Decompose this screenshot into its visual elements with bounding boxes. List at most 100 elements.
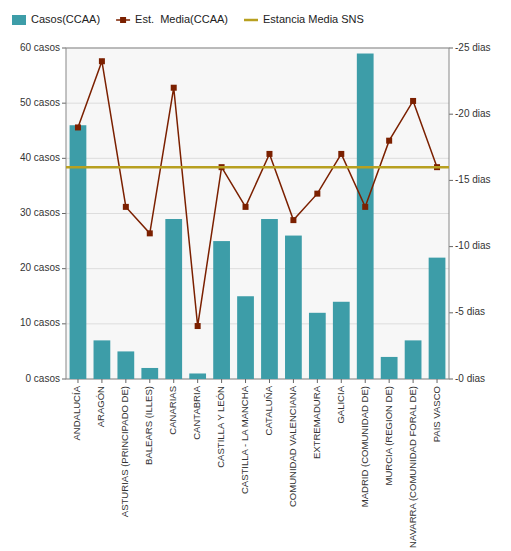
tick-mark [449, 114, 453, 115]
tick-mark [413, 379, 414, 383]
marker [147, 230, 153, 236]
y-tick-label: 30 casos [20, 207, 60, 218]
tick-mark [149, 379, 150, 383]
marks [66, 54, 449, 379]
x-tick-label: BALEARS (ILLES) [143, 386, 154, 465]
y-tick-label: 60 casos [20, 42, 60, 53]
legend-swatch [120, 17, 126, 23]
tick-mark [449, 48, 453, 49]
legend-swatch [12, 15, 26, 25]
bar [213, 241, 230, 379]
y-tick-label: 40 casos [20, 152, 60, 163]
y2-tick-label: -15 dias [455, 174, 491, 185]
bar [117, 351, 134, 379]
legend-item: Estancia Media SNS [244, 13, 364, 25]
tick-mark [101, 379, 102, 383]
marker [386, 138, 392, 144]
bar [189, 373, 206, 379]
marker [362, 204, 368, 210]
y2-tick-label: -0 dias [455, 373, 485, 384]
legend-label: Estancia Media SNS [263, 13, 364, 25]
x-tick-label: EXTREMADURA [311, 385, 322, 459]
y-tick-label: 20 casos [20, 262, 60, 273]
bar [429, 258, 446, 379]
legend-swatch [244, 19, 258, 22]
x-tick-label: CASTILLA - LA MANCHA [239, 385, 250, 494]
marker [338, 151, 344, 157]
tick-mark [389, 379, 390, 383]
tick-mark [62, 379, 66, 380]
axes: 0 casos10 casos20 casos30 casos40 casos5… [20, 42, 491, 548]
x-tick-label: GALICIA [335, 385, 346, 423]
chart: 0 casos10 casos20 casos30 casos40 casos5… [0, 0, 511, 551]
bar [333, 302, 350, 379]
bar [357, 54, 374, 379]
bar [261, 219, 278, 379]
bar [70, 125, 87, 379]
bar [285, 236, 302, 379]
bar [309, 313, 326, 379]
x-tick-label: COMUNIDAD VALENCIANA [287, 385, 298, 507]
x-tick-label: CANTABRIA [191, 385, 202, 439]
tick-mark [62, 323, 66, 324]
tick-mark [269, 379, 270, 383]
legend-label: Est. Media(CCAA) [135, 13, 228, 25]
tick-mark [245, 379, 246, 383]
plot-frame [66, 48, 449, 379]
legend-item: Est. Media(CCAA) [116, 13, 228, 25]
bar [141, 368, 158, 379]
x-tick-label: CATALUÑA [263, 385, 274, 435]
marker [266, 151, 272, 157]
marker [99, 58, 105, 64]
tick-mark [62, 268, 66, 269]
tick-mark [62, 48, 66, 49]
bar [94, 340, 111, 379]
x-tick-label: MURCIA (REGION DE) [383, 386, 394, 486]
grid-line [66, 213, 449, 214]
bar [381, 357, 398, 379]
marker [123, 204, 129, 210]
grid-line [66, 268, 449, 269]
grid-line [66, 323, 449, 324]
tick-mark [365, 379, 366, 383]
marker [410, 98, 416, 104]
grid-line [66, 103, 449, 104]
marker [243, 204, 249, 210]
tick-mark [173, 379, 174, 383]
tick-mark [449, 180, 453, 181]
tick-mark [437, 379, 438, 383]
x-tick-label: CASTILLA Y LEÓN [215, 386, 226, 468]
plot-area [66, 48, 449, 379]
tick-mark [197, 379, 198, 383]
tick-mark [62, 103, 66, 104]
tick-mark [221, 379, 222, 383]
marker [75, 124, 81, 130]
bar [165, 219, 182, 379]
x-tick-label: ARAGÓN [95, 386, 106, 427]
tick-mark [125, 379, 126, 383]
marker [171, 85, 177, 91]
tick-mark [449, 379, 453, 380]
bar [237, 296, 254, 379]
y-tick-label: 10 casos [20, 317, 60, 328]
tick-mark [317, 379, 318, 383]
x-tick-label: CANARIAS [167, 386, 178, 435]
y2-tick-label: -20 dias [455, 108, 491, 119]
x-tick-label: ASTURIAS (PRINCIPADO DE) [119, 386, 130, 517]
legend-label: Casos(CCAA) [31, 13, 100, 25]
x-tick-label: PAIS VASCO [431, 386, 442, 442]
tick-mark [449, 312, 453, 313]
y2-tick-label: -5 dias [455, 306, 485, 317]
legend-item: Casos(CCAA) [12, 13, 100, 25]
tick-mark [341, 379, 342, 383]
marker [290, 217, 296, 223]
reference-line [66, 166, 449, 169]
bar [405, 340, 422, 379]
tick-mark [293, 379, 294, 383]
x-tick-label: ANDALUCÍA [71, 385, 82, 440]
y2-tick-label: -25 dias [455, 42, 491, 53]
marker [314, 191, 320, 197]
tick-mark [62, 213, 66, 214]
grid-line [66, 158, 449, 159]
y-tick-label: 50 casos [20, 97, 60, 108]
